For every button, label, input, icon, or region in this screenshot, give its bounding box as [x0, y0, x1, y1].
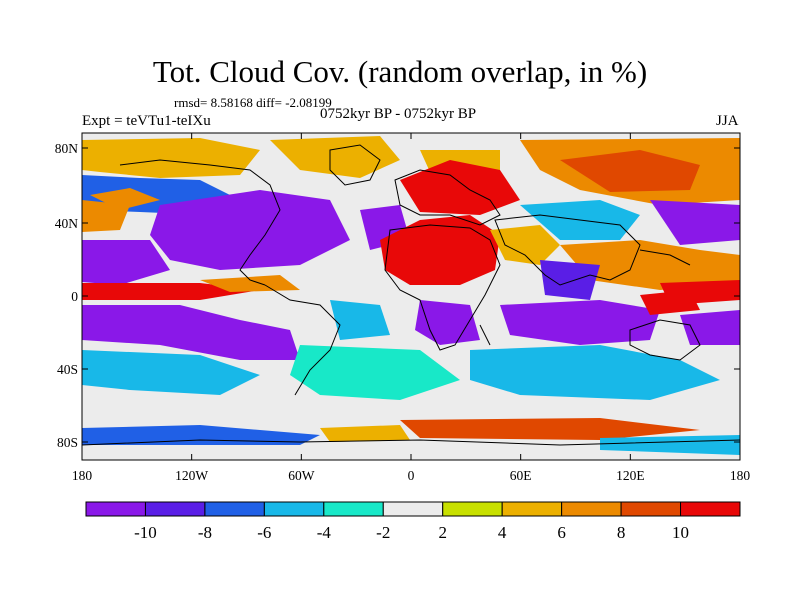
field-patch: [540, 260, 600, 300]
colorbar-label: -4: [317, 523, 332, 542]
season-label: JJA: [716, 113, 739, 129]
colorbar-swatch: [442, 501, 503, 517]
colorbar-label: 8: [617, 523, 626, 542]
field-patch: [150, 190, 350, 270]
colorbar-label: 10: [672, 523, 689, 542]
lon-tick-label: 60W: [288, 468, 315, 483]
field-patch: [200, 275, 300, 292]
field-patch: [470, 345, 720, 400]
lon-tick-label: 60E: [510, 468, 532, 483]
colorbar-swatch: [680, 501, 741, 517]
period-label: 0752kyr BP - 0752kyr BP: [320, 106, 477, 122]
colorbar-swatch: [501, 501, 563, 517]
lon-tick-label: 120E: [616, 468, 645, 483]
colorbar-swatch: [561, 501, 622, 517]
field-patch: [415, 300, 480, 345]
field-patch: [640, 290, 700, 315]
lat-tick-label: 80N: [55, 141, 79, 156]
colorbar-swatch: [323, 501, 384, 517]
colorbar-label: -8: [198, 523, 212, 542]
colorbar-label: -6: [257, 523, 271, 542]
field-patch: [500, 300, 660, 345]
latitude-axis: 80N 40N 0 40S 80S: [55, 141, 740, 450]
field-patch: [380, 215, 500, 285]
field-patch: [82, 240, 170, 285]
cloud-cover-field: [82, 133, 740, 460]
coastlines: [82, 144, 740, 446]
field-patch: [290, 345, 460, 400]
field-patch: [82, 283, 260, 300]
longitude-axis: 180 120W 60W 0 60E 120E 180: [72, 133, 751, 483]
colorbar-swatch: [204, 501, 265, 517]
stats-label: rmsd= 8.58168 diff= -2.08199: [174, 95, 332, 110]
colorbar: -10 -8 -6 -4 -2 2 4 6 8 10: [85, 501, 741, 542]
field-patch: [320, 425, 410, 442]
colorbar-swatch: [144, 501, 206, 517]
lon-tick-label: 120W: [175, 468, 208, 483]
field-patch: [490, 225, 560, 265]
field-patch: [82, 350, 260, 395]
colorbar-swatch: [382, 501, 444, 517]
lon-tick-label: 180: [72, 468, 93, 483]
colorbar-label: 4: [498, 523, 507, 542]
field-patch: [270, 136, 400, 178]
colorbar-label: 2: [438, 523, 447, 542]
colorbar-swatch: [85, 501, 146, 517]
lat-tick-label: 80S: [57, 435, 78, 450]
colorbar-swatch: [263, 501, 325, 517]
colorbar-swatch: [620, 501, 682, 517]
field-patch: [82, 445, 740, 460]
field-patch: [400, 160, 520, 215]
lat-tick-label: 40S: [57, 362, 78, 377]
colorbar-label: -10: [134, 523, 157, 542]
field-patch: [560, 150, 700, 192]
field-patch: [560, 240, 740, 290]
field-patch: [330, 300, 390, 340]
field-patch: [82, 200, 130, 232]
experiment-label: Expt = teVTu1-teIXu: [82, 113, 211, 129]
field-patch: [82, 425, 320, 445]
map-title: Tot. Cloud Cov. (random overlap, in %): [152, 54, 648, 89]
field-patch: [680, 310, 740, 345]
lat-tick-label: 0: [71, 289, 78, 304]
field-patch: [650, 200, 740, 245]
field-patch: [82, 305, 300, 360]
colorbar-label: -2: [376, 523, 390, 542]
field-patch: [400, 418, 700, 440]
colorbar-label: 6: [557, 523, 566, 542]
field-patch: [82, 138, 260, 178]
lon-tick-label: 0: [408, 468, 415, 483]
lon-tick-label: 180: [730, 468, 751, 483]
field-patch: [90, 188, 160, 210]
lat-tick-label: 40N: [55, 216, 79, 231]
